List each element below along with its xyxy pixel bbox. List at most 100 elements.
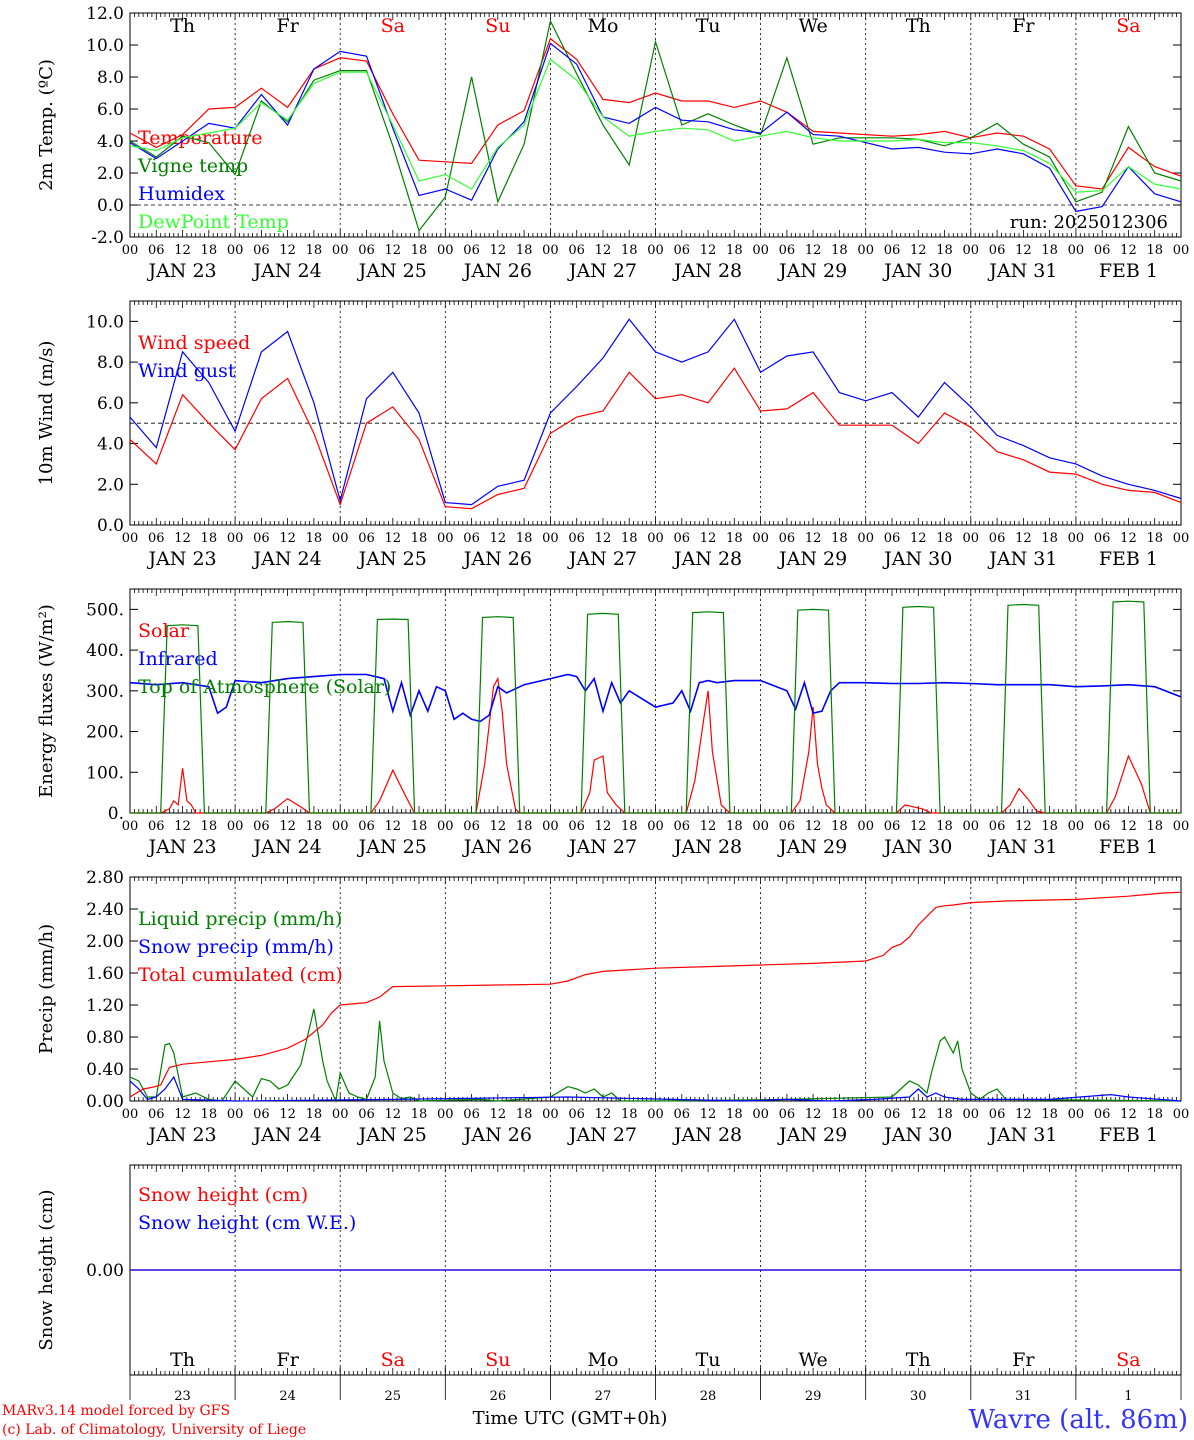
x-hour-label: 00 [332,243,349,258]
series-energy-2 [130,600,1181,814]
x-hour-label: 00 [963,819,980,834]
y-axis-label: 10m Wind (m/s) [36,341,57,486]
x-date-label: JAN 25 [357,548,427,570]
y-axis-label: Energy fluxes (W/m²) [36,604,57,798]
x-hour-label: 18 [516,819,533,834]
x-hour-label: 06 [568,819,585,834]
x-date-label: JAN 31 [987,548,1057,570]
weekday-label-bottom: Sa [381,1349,405,1371]
x-hour-label: 12 [1015,243,1032,258]
x-hour-label: 06 [989,531,1006,546]
x-hour-label: 00 [752,1107,769,1122]
y-tick-label: 6.0 [97,100,124,120]
y-tick-label: 300. [86,682,124,702]
x-hour-label: 18 [201,819,218,834]
x-hour-label: 18 [1146,531,1163,546]
x-hour-label: 00 [647,243,664,258]
x-hour-label: 06 [253,531,270,546]
x-hour-label: 12 [174,1107,191,1122]
x-hour-label: 06 [779,819,796,834]
time-axis-title: Time UTC (GMT+0h) [473,1408,668,1429]
x-date-label: JAN 27 [567,260,637,282]
day-number-label: 28 [700,1389,717,1404]
x-date-label: JAN 27 [567,836,637,858]
x-hour-label: 12 [595,1107,612,1122]
series-precip-0 [129,1008,1182,1104]
x-hour-label: 06 [253,1107,270,1122]
x-hour-label: 12 [490,1107,507,1122]
panel-snow: 0.00 Snow height (cm) Snow height (cm) Snow… [36,1164,1182,1376]
panels-group: -2.00.02.04.06.08.010.012.02m Temp. (ºC)… [36,4,1189,1404]
x-hour-label: 18 [201,531,218,546]
day-number-label: 31 [1015,1389,1032,1404]
x-hour-label: 18 [1146,243,1163,258]
x-hour-label: 18 [306,1107,323,1122]
x-hour-label: 18 [411,243,428,258]
x-hour-label: 06 [674,531,691,546]
x-hour-label: 06 [463,1107,480,1122]
x-date-label: FEB 1 [1099,260,1158,282]
weekday-label-bottom: Fr [277,1349,300,1371]
x-hour-label: 12 [174,819,191,834]
x-hour-label: 00 [1173,243,1190,258]
x-hour-label: 12 [279,1107,296,1122]
x-hour-label: 00 [647,1107,664,1122]
x-hour-label: 00 [332,531,349,546]
x-date-label: JAN 23 [146,260,216,282]
hour-ticks [129,877,1182,1101]
series-temperature-2 [129,42,1182,213]
legend-entry: DewPoint Temp [138,211,289,233]
y-tick-label: 10.0 [86,312,124,332]
y-axis-label: Snow height (cm) [36,1189,57,1350]
x-hour-label: 06 [779,531,796,546]
y-tick-label: 0. [108,804,124,824]
x-hour-label: 06 [358,819,375,834]
x-date-label: FEB 1 [1099,836,1158,858]
x-hour-label: 00 [857,819,874,834]
day-number-label: 25 [384,1389,401,1404]
x-hour-label: 18 [1041,819,1058,834]
x-hour-label: 06 [463,243,480,258]
x-hour-label: 06 [674,819,691,834]
x-hour-label: 00 [1068,531,1085,546]
x-hour-label: 18 [516,531,533,546]
x-hour-label: 18 [201,243,218,258]
x-hour-label: 12 [700,819,717,834]
legend-entry: Temperature [138,127,262,149]
hour-ticks [129,1165,1182,1375]
y-tick-label: 12.0 [86,4,124,24]
x-date-label: JAN 26 [462,548,532,570]
x-hour-label: 06 [148,243,165,258]
x-date-label: JAN 23 [146,1124,216,1146]
series-precip-1 [129,1075,1182,1102]
x-date-label: JAN 30 [882,548,952,570]
x-hour-label: 18 [621,819,638,834]
y-tick-label: 500. [86,600,124,620]
y-tick-label: 1.60 [86,964,124,984]
weekday-label-bottom: Fr [1012,1349,1035,1371]
x-hour-label: 18 [1041,243,1058,258]
legend-entry: Snow precip (mm/h) [138,936,334,958]
day-number-label: 24 [279,1389,296,1404]
x-hour-label: 00 [752,819,769,834]
x-hour-label: 12 [384,531,401,546]
panel-temperature: -2.0 0.0 2.0 4.0 6.0 8.0 10.0 12.0 2m Temp. (ºC)… [36,4,1189,282]
weekday-label-top: Fr [1012,15,1035,37]
legend-entry: Top of Atmosphere (Solar) [138,676,391,698]
x-hour-label: 06 [568,1107,585,1122]
x-hour-label: 06 [1094,819,1111,834]
y-tick-label: 6.0 [97,394,124,414]
legend-entry: Infrared [138,648,218,670]
x-hour-label: 18 [831,1107,848,1122]
x-hour-label: 06 [989,1107,1006,1122]
x-hour-label: 18 [831,531,848,546]
x-hour-label: 18 [411,819,428,834]
x-hour-label: 00 [857,531,874,546]
y-tick-label: 2.0 [97,164,124,184]
panel-precip: 0.00 0.40 0.80 1.20 1.60 2.00 2.40 2.80 Precip (… [36,868,1189,1146]
x-date-label: JAN 26 [462,1124,532,1146]
y-tick-label: 0.80 [86,1028,124,1048]
x-date-label: JAN 29 [777,548,847,570]
y-tick-label: 8.0 [97,68,124,88]
